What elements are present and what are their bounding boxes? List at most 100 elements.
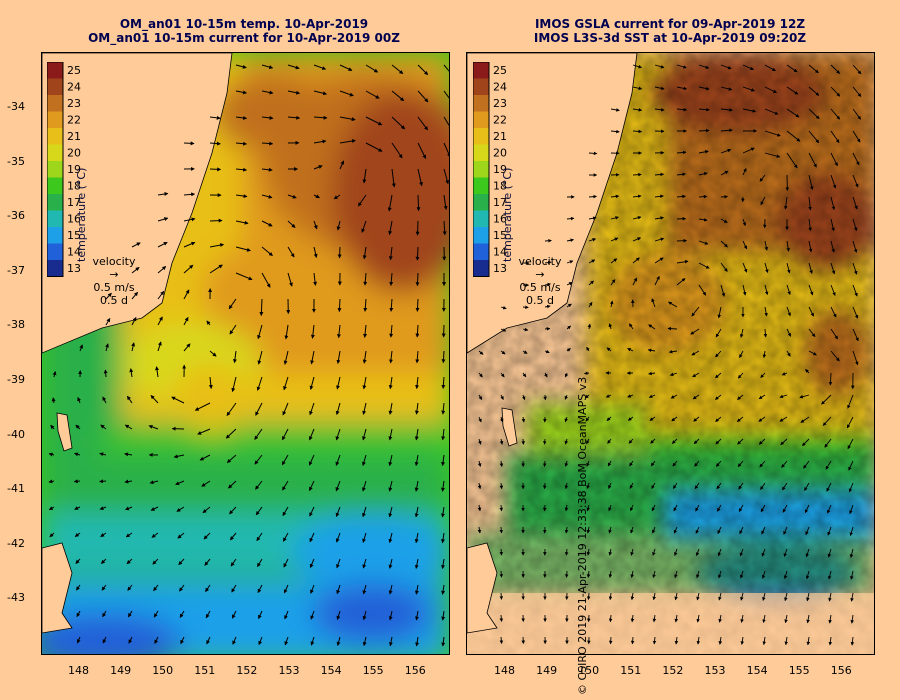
current-arrow	[477, 460, 482, 468]
current-arrow	[441, 506, 445, 518]
current-arrow	[760, 482, 766, 490]
current-arrow	[676, 107, 688, 112]
current-arrow	[808, 306, 814, 317]
current-arrow	[718, 592, 722, 601]
current-arrow	[850, 614, 855, 624]
current-arrow	[131, 342, 136, 352]
current-arrow	[203, 532, 211, 540]
current-arrow	[261, 115, 274, 120]
current-arrow	[313, 220, 318, 230]
current-arrow	[759, 174, 766, 182]
current-arrow	[696, 614, 700, 623]
current-arrow	[588, 151, 598, 156]
current-arrow	[564, 394, 569, 400]
current-arrow	[442, 220, 447, 236]
current-arrow	[365, 142, 383, 152]
current-arrow	[75, 424, 81, 430]
current-arrow	[232, 636, 237, 645]
current-arrow	[362, 402, 367, 415]
current-arrow	[782, 482, 788, 491]
current-arrow	[808, 218, 812, 232]
current-arrow	[443, 90, 449, 103]
current-arrow	[499, 548, 504, 556]
current-arrow	[586, 346, 590, 352]
current-arrow	[414, 454, 419, 467]
current-arrow	[698, 107, 710, 112]
colorbar-tick-label: 16	[493, 213, 507, 226]
current-arrow	[417, 116, 428, 131]
current-arrow	[204, 558, 211, 566]
current-arrow	[630, 526, 634, 534]
current-arrow	[388, 428, 393, 441]
current-arrow	[157, 217, 169, 222]
current-arrow	[231, 610, 237, 619]
current-arrow	[521, 416, 526, 423]
current-arrow	[674, 548, 678, 557]
current-arrow	[415, 376, 420, 390]
current-arrow	[654, 237, 665, 242]
current-arrow	[783, 548, 788, 558]
current-arrow	[235, 90, 248, 95]
left-colorbar-label: temperature (°C)	[75, 167, 88, 262]
right-colorbar: 25 24 23 22 21 20 19 18 17 16 15 14 13 temperature (…	[472, 61, 543, 286]
current-arrow	[822, 416, 832, 426]
current-arrow	[586, 570, 591, 578]
colorbar-swatch	[473, 111, 489, 128]
colorbar-tick-label: 14	[67, 246, 81, 259]
current-arrow	[309, 402, 315, 416]
current-arrow	[676, 150, 687, 155]
left-map-panel[interactable]	[41, 52, 450, 655]
current-arrow	[441, 584, 446, 595]
current-arrow	[226, 454, 237, 464]
current-arrow	[226, 402, 237, 417]
current-arrow	[784, 592, 788, 602]
current-arrow	[257, 350, 263, 365]
current-arrow	[566, 238, 574, 243]
left-land-mainland	[42, 53, 233, 354]
current-arrow	[847, 394, 854, 409]
current-arrow	[478, 350, 484, 355]
current-arrow	[209, 218, 223, 223]
current-arrow	[804, 504, 810, 514]
current-arrow	[201, 480, 211, 487]
current-arrow	[717, 306, 722, 319]
current-arrow	[180, 636, 185, 645]
colorbar-swatch	[47, 210, 63, 227]
current-arrow	[830, 218, 835, 232]
current-arrow	[564, 438, 569, 445]
current-arrow	[103, 369, 108, 378]
current-arrow	[310, 324, 315, 339]
current-arrow	[764, 262, 769, 274]
current-arrow	[310, 636, 315, 646]
current-arrow	[388, 246, 393, 261]
current-arrow	[783, 570, 788, 580]
current-arrow	[388, 558, 393, 569]
right-map-panel[interactable]	[466, 52, 875, 655]
current-arrow	[308, 428, 315, 441]
current-arrow	[362, 610, 367, 621]
colorbar-tick-label: 20	[493, 147, 507, 160]
current-arrow	[309, 558, 315, 569]
current-arrow	[758, 394, 766, 400]
current-arrow	[762, 636, 767, 646]
current-arrow	[671, 416, 678, 422]
current-arrow	[362, 376, 367, 390]
current-arrow	[209, 243, 225, 248]
current-arrow	[805, 548, 810, 558]
current-arrow	[830, 350, 840, 362]
x-tick-label: 149	[110, 664, 132, 677]
current-arrow	[852, 262, 858, 275]
current-arrow	[287, 115, 301, 120]
current-arrow	[73, 479, 81, 484]
current-arrow	[808, 350, 817, 356]
current-arrow	[828, 592, 832, 602]
left-colorbar: 25 24 23 22 21 20 19 18 17 16 15 14 13 temperature (…	[46, 61, 117, 286]
current-arrow	[739, 328, 744, 338]
current-arrow	[287, 194, 297, 199]
current-arrow	[74, 452, 81, 457]
current-arrow	[828, 372, 833, 386]
current-arrow	[586, 548, 591, 556]
current-arrow	[720, 148, 732, 154]
right-velocity-arrow-icon: →	[535, 268, 545, 281]
current-arrow	[362, 350, 367, 364]
